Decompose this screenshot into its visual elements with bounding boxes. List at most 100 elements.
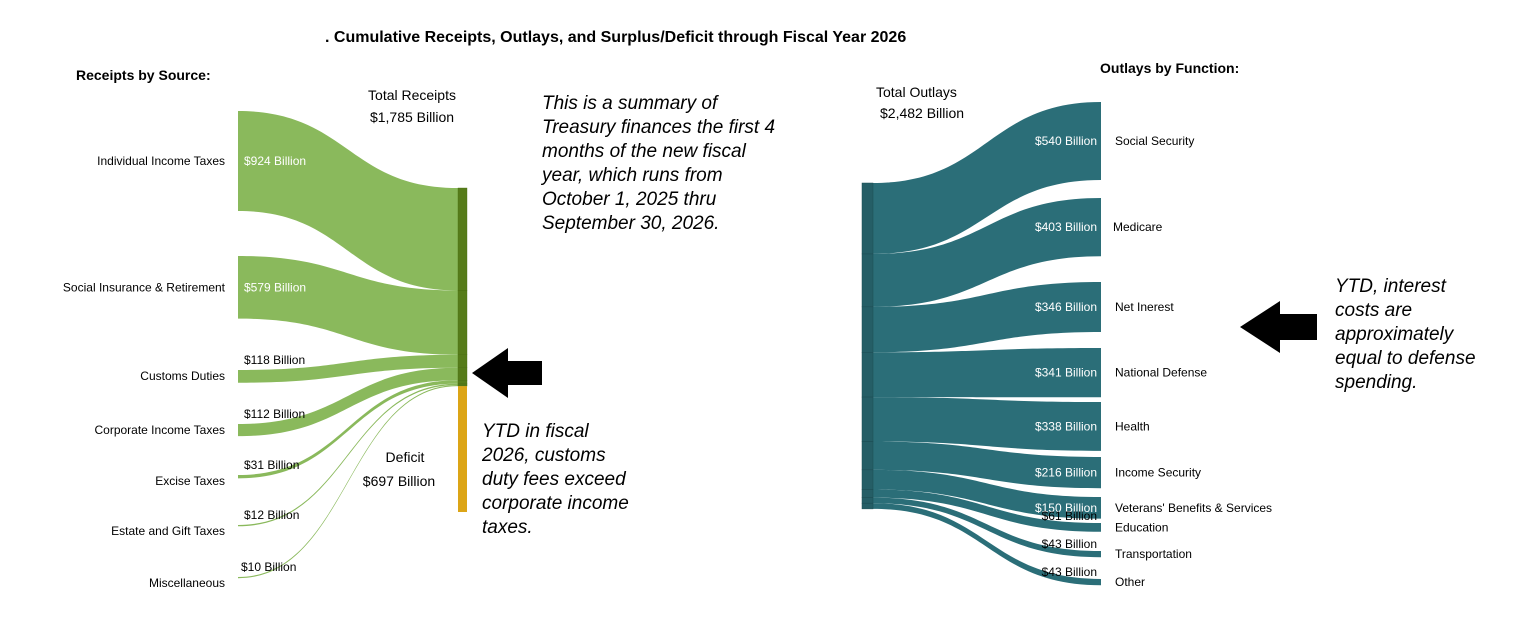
outlay-value-label: $338 Billion bbox=[1035, 419, 1097, 433]
interest-line: equal to defense bbox=[1335, 348, 1476, 369]
outlay-value-label: $61 Billion bbox=[1042, 509, 1097, 523]
outlay-flow-income-security bbox=[873, 441, 1101, 489]
outlay-flow-transportation bbox=[873, 497, 1101, 558]
outlay-category-label: Income Security bbox=[1115, 466, 1201, 480]
receipt-flow-corporate-income-taxes bbox=[238, 367, 458, 437]
receipt-category-label: Social Insurance & Retirement bbox=[63, 280, 226, 294]
receipt-value-label: $10 Billion bbox=[241, 560, 296, 574]
receipt-value-label: $924 Billion bbox=[244, 154, 306, 168]
summary-annotation: This is a summary of Treasury finances t… bbox=[540, 93, 775, 234]
total-outlays-value: $2,482 Billion bbox=[880, 105, 964, 121]
receipt-labels: Individual Income Taxes $924 Billion Socia… bbox=[63, 154, 306, 590]
summary-line: September 30, 2026. bbox=[542, 213, 719, 234]
outlays-total-bar bbox=[861, 182, 874, 510]
outlay-flow-veterans-benefits-services bbox=[873, 469, 1101, 519]
total-receipts-label: Total Receipts bbox=[368, 87, 456, 103]
receipts-section-title: Receipts by Source: bbox=[76, 67, 211, 83]
outlay-value-label: $540 Billion bbox=[1035, 134, 1097, 148]
outlay-flow-other bbox=[873, 503, 1101, 586]
outlay-flow-education bbox=[873, 489, 1101, 532]
outlay-bar-segment bbox=[861, 489, 874, 498]
page-title: . Cumulative Receipts, Outlays, and Surp… bbox=[325, 29, 906, 46]
outlay-category-label: Medicare bbox=[1113, 220, 1163, 234]
receipt-flow-social-insurance-retirement bbox=[238, 256, 458, 355]
outlay-bar-segment bbox=[861, 352, 874, 398]
outlays-section-title: Outlays by Function: bbox=[1100, 60, 1239, 76]
summary-line: months of the new fiscal bbox=[542, 141, 747, 162]
summary-line: October 1, 2025 thru bbox=[542, 189, 717, 210]
receipt-flow-customs-duties bbox=[238, 354, 458, 383]
receipt-category-label: Customs Duties bbox=[140, 369, 225, 383]
outlay-value-label: $43 Billion bbox=[1042, 565, 1097, 579]
receipt-flow-estate-and-gift-taxes bbox=[238, 383, 458, 527]
outlay-flow-medicare bbox=[873, 198, 1101, 307]
arrow-left-icon bbox=[1240, 301, 1317, 353]
outlay-bar-segment bbox=[861, 497, 874, 504]
receipt-value-label: $31 Billion bbox=[244, 458, 299, 472]
customs-annotation: YTD in fiscal 2026, customs duty fees ex… bbox=[481, 421, 629, 538]
outlay-bar-segment bbox=[861, 396, 874, 442]
interest-line: approximately bbox=[1335, 324, 1455, 345]
deficit-label: Deficit bbox=[386, 449, 425, 465]
receipt-bar-segment bbox=[457, 367, 468, 381]
receipt-category-label: Corporate Income Taxes bbox=[94, 423, 225, 437]
interest-line: costs are bbox=[1335, 300, 1412, 321]
receipt-bar-segment bbox=[457, 384, 468, 387]
receipt-bar-segment bbox=[457, 380, 468, 384]
outlay-flow-net-inerest bbox=[873, 282, 1101, 353]
outlay-value-label: $403 Billion bbox=[1035, 220, 1097, 234]
interest-line: spending. bbox=[1335, 372, 1417, 393]
outlay-bar-segment bbox=[861, 182, 874, 255]
outlay-category-label: National Defense bbox=[1115, 366, 1207, 380]
receipt-bar-segment bbox=[457, 187, 468, 291]
summary-line: year, which runs from bbox=[540, 165, 723, 186]
outlay-bar-segment bbox=[861, 253, 874, 308]
receipt-value-label: $118 Billion bbox=[244, 353, 305, 367]
outlay-flow-national-defense bbox=[873, 348, 1101, 398]
receipt-category-label: Individual Income Taxes bbox=[97, 154, 225, 168]
deficit-value: $697 Billion bbox=[363, 473, 435, 489]
outlay-category-label: Other bbox=[1115, 575, 1145, 589]
outlay-value-label: $150 Billion bbox=[1035, 501, 1097, 515]
outlay-category-label: Transportation bbox=[1115, 547, 1192, 561]
outlay-flow-social-security bbox=[873, 102, 1101, 254]
outlay-value-label: $341 Billion bbox=[1035, 366, 1097, 380]
total-receipts-value: $1,785 Billion bbox=[370, 109, 454, 125]
summary-line: Treasury finances the first 4 bbox=[542, 117, 775, 138]
total-outlays-label: Total Outlays bbox=[876, 84, 957, 100]
receipt-bar-segment bbox=[457, 290, 468, 355]
outlay-labels: $540 Billion Social Security $403 Billion M… bbox=[1035, 134, 1272, 589]
receipt-category-label: Estate and Gift Taxes bbox=[111, 524, 225, 538]
customs-line: corporate income bbox=[482, 493, 629, 514]
customs-line: 2026, customs bbox=[481, 445, 606, 466]
outlay-value-label: $216 Billion bbox=[1035, 466, 1097, 480]
receipt-value-label: $112 Billion bbox=[244, 407, 305, 421]
outlay-category-label: Veterans' Benefits & Services bbox=[1115, 501, 1272, 515]
outlay-category-label: Social Security bbox=[1115, 134, 1194, 148]
outlay-value-label: $43 Billion bbox=[1042, 537, 1097, 551]
outlay-category-label: Net Inerest bbox=[1115, 300, 1174, 314]
customs-line: YTD in fiscal bbox=[482, 421, 589, 442]
outlay-category-label: Health bbox=[1115, 419, 1150, 433]
interest-line: YTD, interest bbox=[1335, 276, 1447, 297]
outlay-category-label: Education bbox=[1115, 520, 1168, 534]
deficit-bar bbox=[458, 386, 467, 512]
interest-annotation: YTD, interest costs are approximately eq… bbox=[1335, 276, 1476, 393]
outlay-bar-segment bbox=[861, 469, 874, 490]
receipts-total-bar bbox=[457, 187, 468, 387]
outlay-value-label: $346 Billion bbox=[1035, 300, 1097, 314]
receipt-value-label: $12 Billion bbox=[244, 508, 299, 522]
receipt-value-label: $579 Billion bbox=[244, 280, 306, 294]
arrow-left-icon bbox=[472, 348, 542, 398]
receipt-flow-miscellaneous bbox=[238, 385, 458, 579]
outlay-flow-health bbox=[873, 397, 1101, 451]
outlay-flows bbox=[873, 102, 1101, 586]
receipt-category-label: Excise Taxes bbox=[155, 474, 225, 488]
outlay-bar-segment bbox=[861, 306, 874, 353]
receipt-flow-individual-income-taxes bbox=[238, 111, 458, 291]
receipt-flow-excise-taxes bbox=[238, 380, 458, 479]
receipt-bar-segment bbox=[457, 354, 468, 369]
outlay-bar-segment bbox=[861, 502, 874, 510]
summary-line: This is a summary of bbox=[542, 93, 719, 114]
